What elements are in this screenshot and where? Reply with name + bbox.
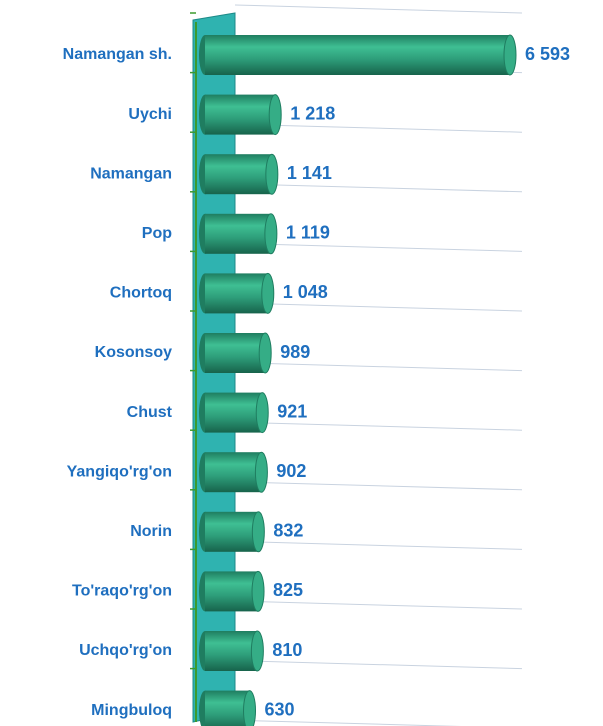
bar: [199, 213, 278, 255]
bar: [199, 94, 282, 136]
grid-line: [234, 719, 462, 726]
bar: [199, 392, 269, 434]
grid-line: [234, 660, 523, 670]
bar: [199, 511, 265, 553]
value-label: 902: [276, 461, 306, 481]
value-label: 1 048: [283, 282, 328, 302]
grid-line: [234, 242, 523, 252]
y-tick-label: Kosonsoy: [95, 344, 172, 361]
grid-line: [234, 362, 523, 372]
y-tick-label: Namangan: [90, 165, 172, 182]
grid-line: [234, 123, 523, 133]
y-tick-label: Mingbuloq: [91, 702, 172, 719]
value-label: 630: [265, 699, 295, 719]
bar: [199, 153, 279, 195]
y-tick-label: Namangan sh.: [63, 46, 172, 63]
y-tick-label: Chortoq: [110, 285, 172, 302]
value-label: 6 593: [525, 44, 570, 64]
y-tick-label: Uychi: [128, 106, 172, 123]
grid-line: [234, 481, 523, 491]
value-label: 921: [277, 401, 307, 421]
y-tick-label: To'raqo'rg'on: [72, 583, 172, 600]
value-label: 1 141: [287, 163, 332, 183]
value-label: 832: [273, 521, 303, 541]
bar: [199, 332, 272, 374]
bar: [199, 630, 264, 672]
y-tick-label: Uchqo'rg'on: [79, 642, 172, 659]
value-label: 1 119: [286, 223, 330, 243]
y-tick-label: Chust: [127, 404, 173, 421]
bar: [199, 34, 517, 76]
grid-line: [234, 600, 523, 610]
grid-line: [234, 4, 523, 14]
value-label: 1 218: [290, 103, 335, 123]
grid-line: [234, 421, 523, 431]
bar: [199, 690, 257, 726]
y-tick-label: Pop: [142, 225, 172, 242]
bar: [199, 570, 265, 612]
bar: [199, 451, 268, 493]
bar: [199, 272, 275, 314]
y-tick-label: Norin: [130, 523, 172, 540]
y-tick-label: Yangiqo'rg'on: [67, 463, 172, 480]
grid-line: [234, 302, 523, 312]
grid-line: [234, 183, 523, 193]
value-label: 810: [272, 640, 302, 660]
value-label: 825: [273, 580, 303, 600]
grid-line: [234, 540, 523, 550]
value-label: 989: [280, 342, 310, 362]
